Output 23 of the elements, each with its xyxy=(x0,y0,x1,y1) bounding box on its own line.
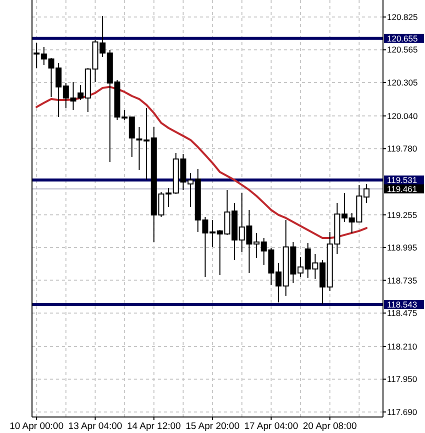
y-tick-label: 118.210 xyxy=(387,341,418,352)
x-tick-label: 17 Apr 04:00 xyxy=(244,421,298,432)
line-series xyxy=(36,86,368,239)
y-tick-label: 118.475 xyxy=(387,308,418,318)
x-tick-label: 13 Apr 04:00 xyxy=(68,421,122,432)
y-tick-label: 119.780 xyxy=(387,144,418,154)
ref-line-label: 120.655 xyxy=(387,33,418,44)
ref-line-label: 119.531 xyxy=(387,175,418,186)
y-tick-label: 117.690 xyxy=(387,406,418,417)
y-tick-label: 120.040 xyxy=(387,110,418,121)
y-tick-label: 120.825 xyxy=(387,12,418,22)
ref-line-label: 119.461 xyxy=(387,184,418,194)
y-tick-label: 120.565 xyxy=(387,44,418,55)
y-tick-label: 119.255 xyxy=(387,210,418,220)
y-tick-label: 118.995 xyxy=(387,242,418,253)
x-tick-label: 10 Apr 00:00 xyxy=(10,421,64,432)
y-tick-label: 120.305 xyxy=(387,77,418,88)
x-tick-label: 15 Apr 20:00 xyxy=(186,421,240,432)
ref-line-label: 118.543 xyxy=(387,299,418,310)
x-tick-label: 20 Apr 08:00 xyxy=(302,421,357,432)
x-tick-label: 14 Apr 12:00 xyxy=(126,421,181,432)
y-tick-label: 117.950 xyxy=(387,374,418,384)
y-tick-label: 118.735 xyxy=(387,275,418,286)
